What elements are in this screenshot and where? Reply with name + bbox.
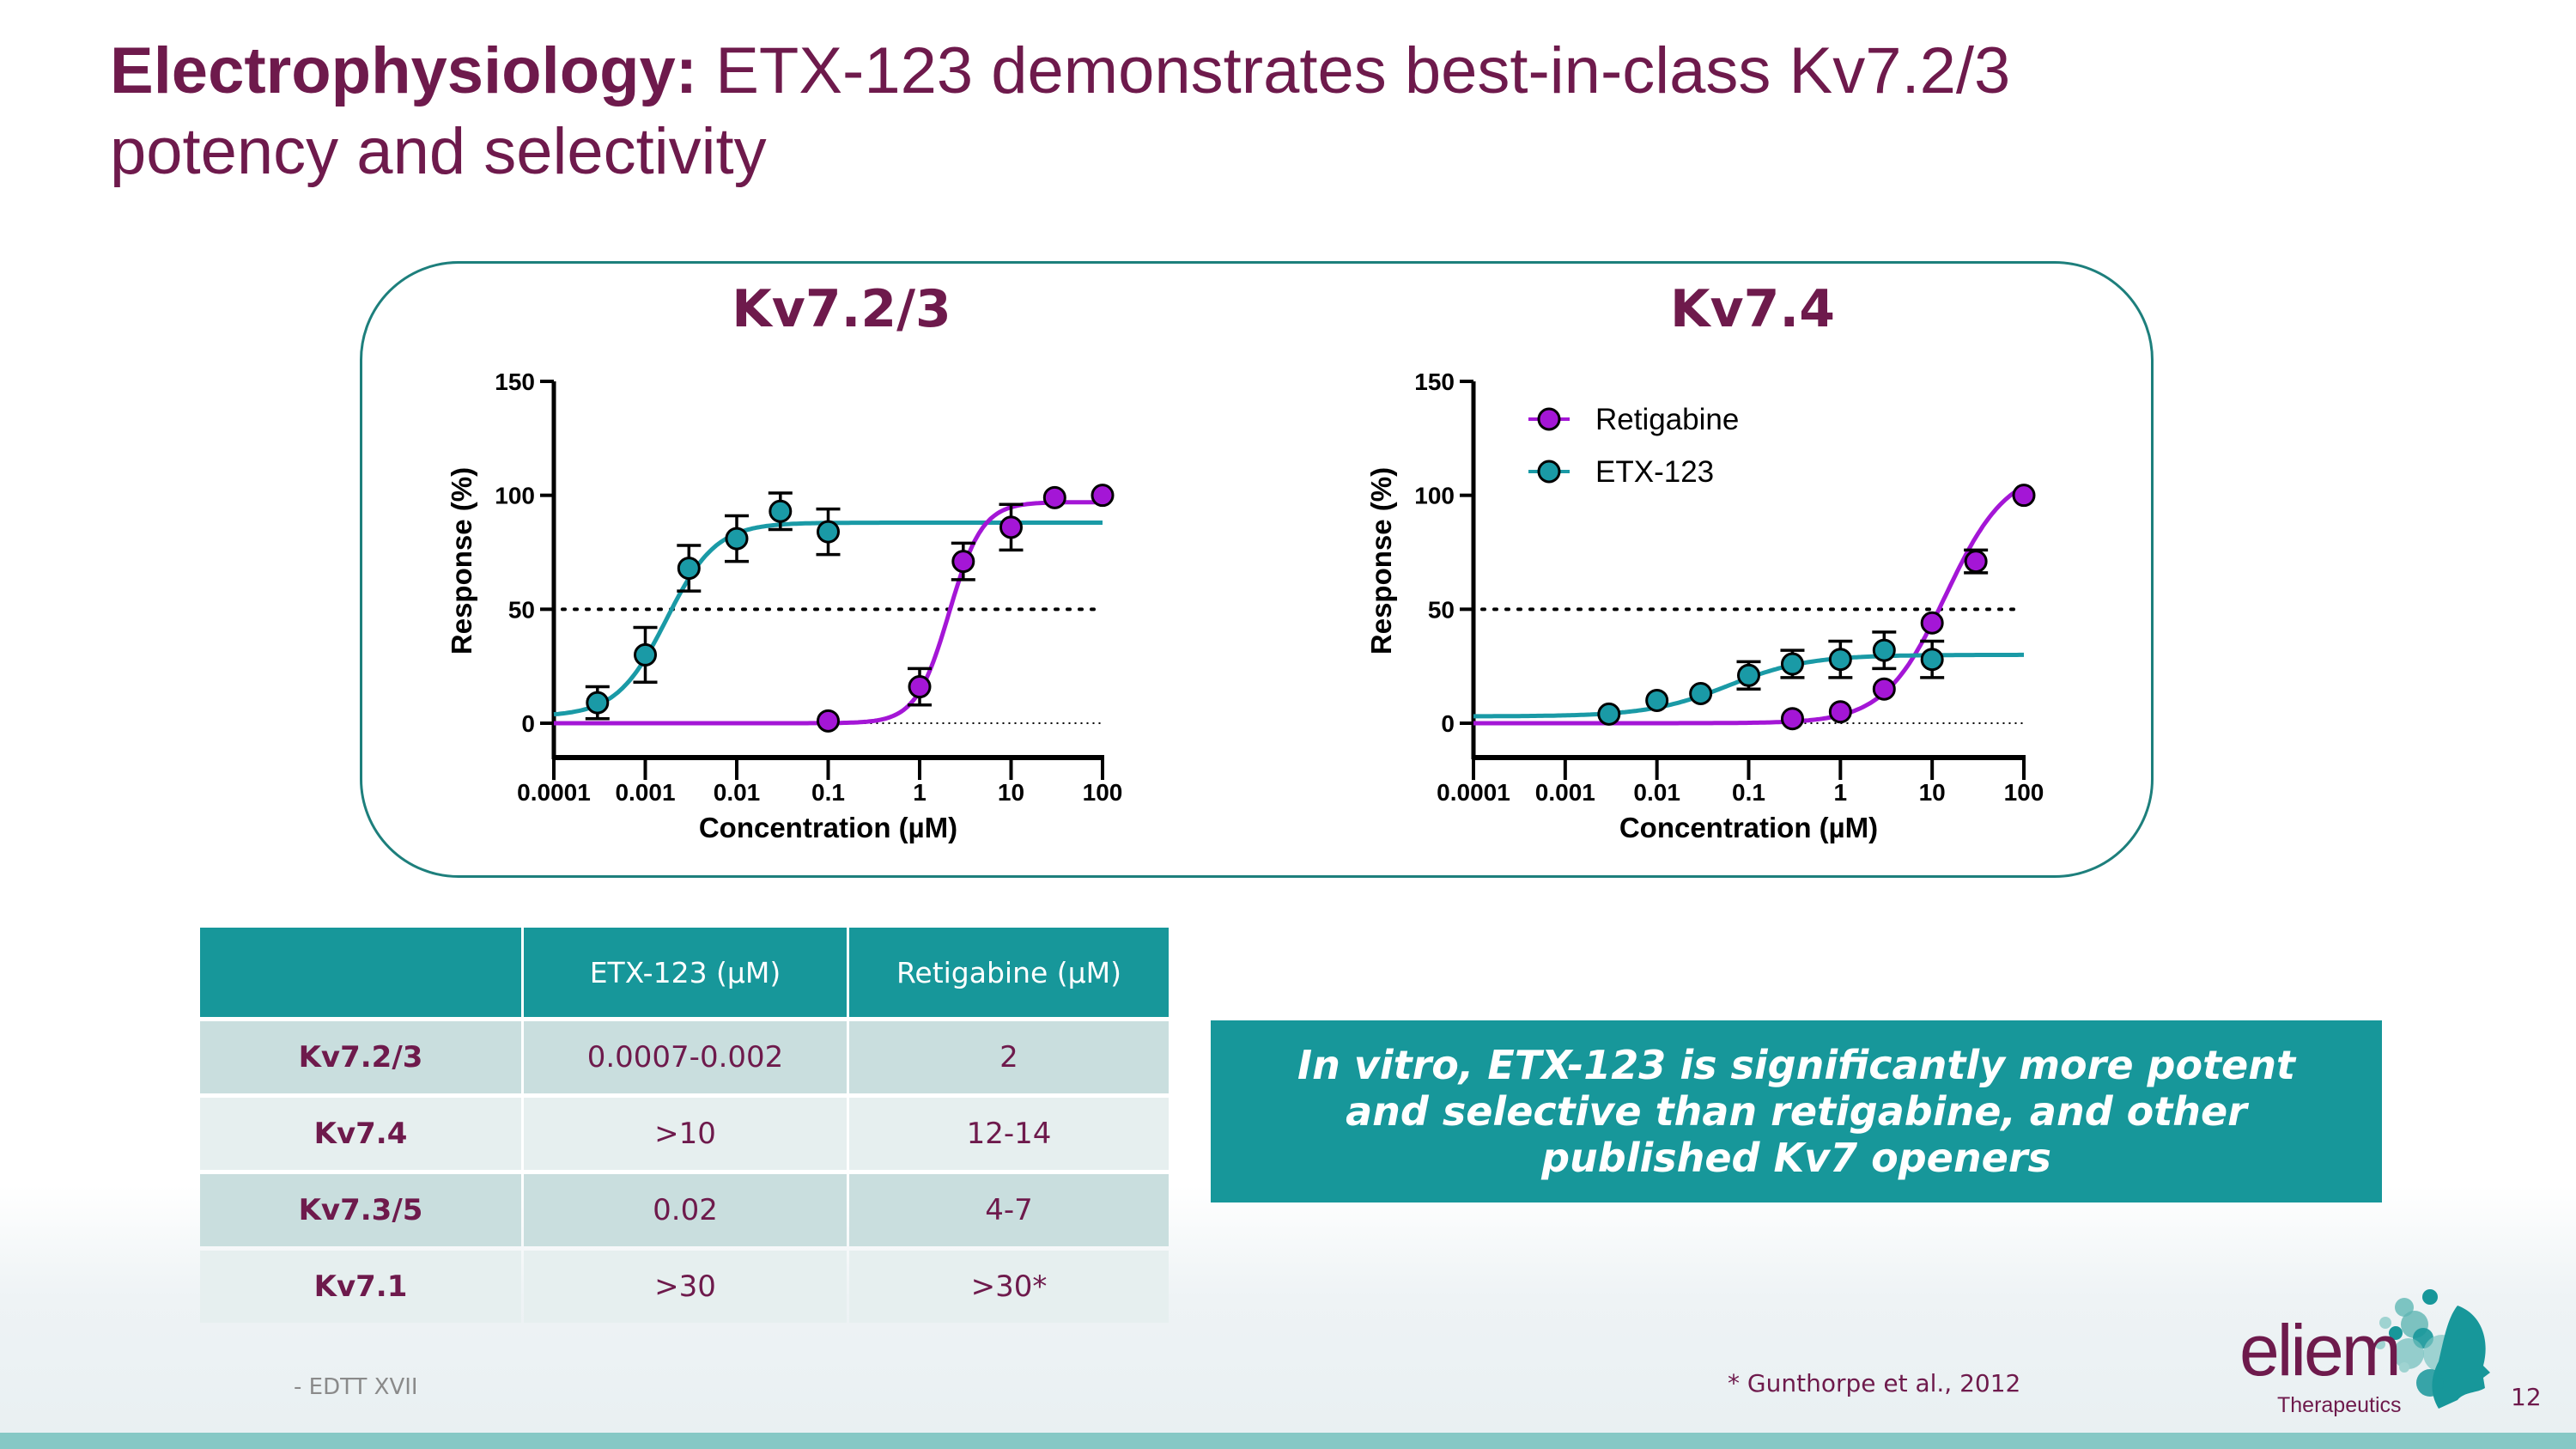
- title-line2: potency and selectivity: [110, 115, 767, 188]
- logo-wordmark: eliem: [2239, 1310, 2402, 1391]
- header-cell-etx123: ETX-123 (µM): [524, 928, 847, 1017]
- page-number: 12: [2511, 1383, 2542, 1411]
- eliem-head-logo-icon: [2375, 1289, 2490, 1409]
- retigabine-value: 2: [849, 1021, 1169, 1093]
- etx123-value: >10: [524, 1098, 847, 1170]
- etx123-value: 0.02: [524, 1174, 847, 1246]
- row-label: Kv7.1: [200, 1251, 521, 1323]
- footer-reference: * Gunthorpe et al., 2012: [1728, 1369, 2021, 1397]
- row-label: Kv7.4: [200, 1098, 521, 1170]
- slide-title: Electrophysiology: ETX-123 demonstrates …: [110, 31, 2557, 192]
- table-row: Kv7.1 >30 >30*: [200, 1251, 1169, 1323]
- callout-text: In vitro, ETX-123 is significantly more …: [1297, 1042, 2295, 1181]
- retigabine-value: 12-14: [849, 1098, 1169, 1170]
- row-label: Kv7.3/5: [200, 1174, 521, 1246]
- etx123-value: >30: [524, 1251, 847, 1323]
- etx123-value: 0.0007-0.002: [524, 1021, 847, 1093]
- table-row: Kv7.3/5 0.02 4-7: [200, 1174, 1169, 1246]
- bottom-accent-bar: [0, 1433, 2576, 1449]
- footer-event: - EDTT XVII: [294, 1374, 418, 1400]
- table-row: Kv7.4 >10 12-14: [200, 1098, 1169, 1170]
- callout-box: In vitro, ETX-123 is significantly more …: [1211, 1020, 2382, 1202]
- comparison-table: ETX-123 (µM) Retigabine (µM) Kv7.2/3 0.0…: [197, 923, 1171, 1327]
- table-header-row: ETX-123 (µM) Retigabine (µM): [200, 928, 1169, 1017]
- header-cell-empty: [200, 928, 521, 1017]
- title-bold: Electrophysiology:: [110, 34, 698, 107]
- row-label: Kv7.2/3: [200, 1021, 521, 1093]
- chart-title-kv72-3: Kv7.2/3: [732, 279, 951, 339]
- header-cell-retigabine: Retigabine (µM): [849, 928, 1169, 1017]
- retigabine-value: >30*: [849, 1251, 1169, 1323]
- title-regular: ETX-123 demonstrates best-in-class Kv7.2…: [697, 34, 2011, 107]
- charts-frame: [360, 261, 2154, 878]
- logo-subtitle: Therapeutics: [2277, 1393, 2402, 1417]
- retigabine-value: 4-7: [849, 1174, 1169, 1246]
- chart-title-kv74: Kv7.4: [1670, 279, 1835, 339]
- table-row: Kv7.2/3 0.0007-0.002 2: [200, 1021, 1169, 1093]
